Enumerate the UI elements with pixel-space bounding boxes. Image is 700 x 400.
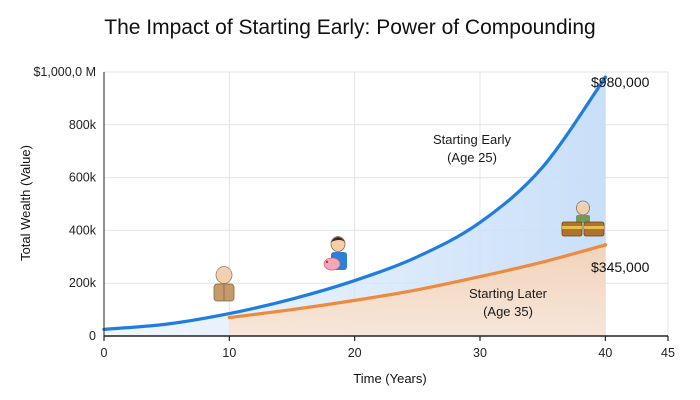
- child-with-piggy-bank-icon: [323, 236, 347, 271]
- y-tick-label: 200k: [69, 276, 97, 290]
- elderly-person-icon: [213, 266, 235, 302]
- early-series-label: Starting Early: [433, 132, 512, 147]
- grid-lines: [104, 71, 669, 336]
- y-tick-label: $1,000,0 M: [33, 65, 96, 79]
- y-tick-label: 800k: [69, 118, 97, 132]
- series-endpoint-early: [603, 75, 608, 80]
- y-tick-label: 600k: [69, 171, 97, 185]
- x-tick-label: 40: [598, 346, 612, 360]
- early-end-value-label: $980,000: [591, 74, 650, 90]
- x-tick-label: 30: [473, 346, 487, 360]
- y-axis-title: Total Wealth (Value): [18, 145, 33, 261]
- chart-title: The Impact of Starting Early: Power of C…: [104, 16, 595, 39]
- axes: 0 10 20 30 40 45 0 200k 400k 600k 800k $1,000,0 M: [33, 65, 675, 360]
- x-tick-label: 45: [661, 346, 675, 360]
- treasure-chest-with-senior-icon: [561, 200, 605, 237]
- later-end-value-label: $345,000: [591, 259, 650, 275]
- series-line-early: [102, 75, 607, 331]
- annotations: Starting Early (Age 25) Starting Later (…: [433, 74, 650, 319]
- series-lines: [102, 75, 608, 331]
- later-series-label: Starting Later: [469, 286, 548, 301]
- series-endpoint-later: [603, 243, 608, 247]
- series-area-early: [104, 77, 606, 336]
- y-tick-label: 0: [89, 329, 96, 343]
- x-tick-label: 10: [222, 346, 236, 360]
- later-series-age: (Age 35): [483, 304, 533, 319]
- series-line-later: [227, 243, 607, 320]
- x-tick-label: 0: [101, 346, 108, 360]
- x-axis-title: Time (Years): [353, 371, 426, 386]
- early-series-age: (Age 25): [447, 150, 497, 165]
- y-tick-label: 400k: [69, 223, 97, 237]
- x-tick-label: 20: [348, 346, 362, 360]
